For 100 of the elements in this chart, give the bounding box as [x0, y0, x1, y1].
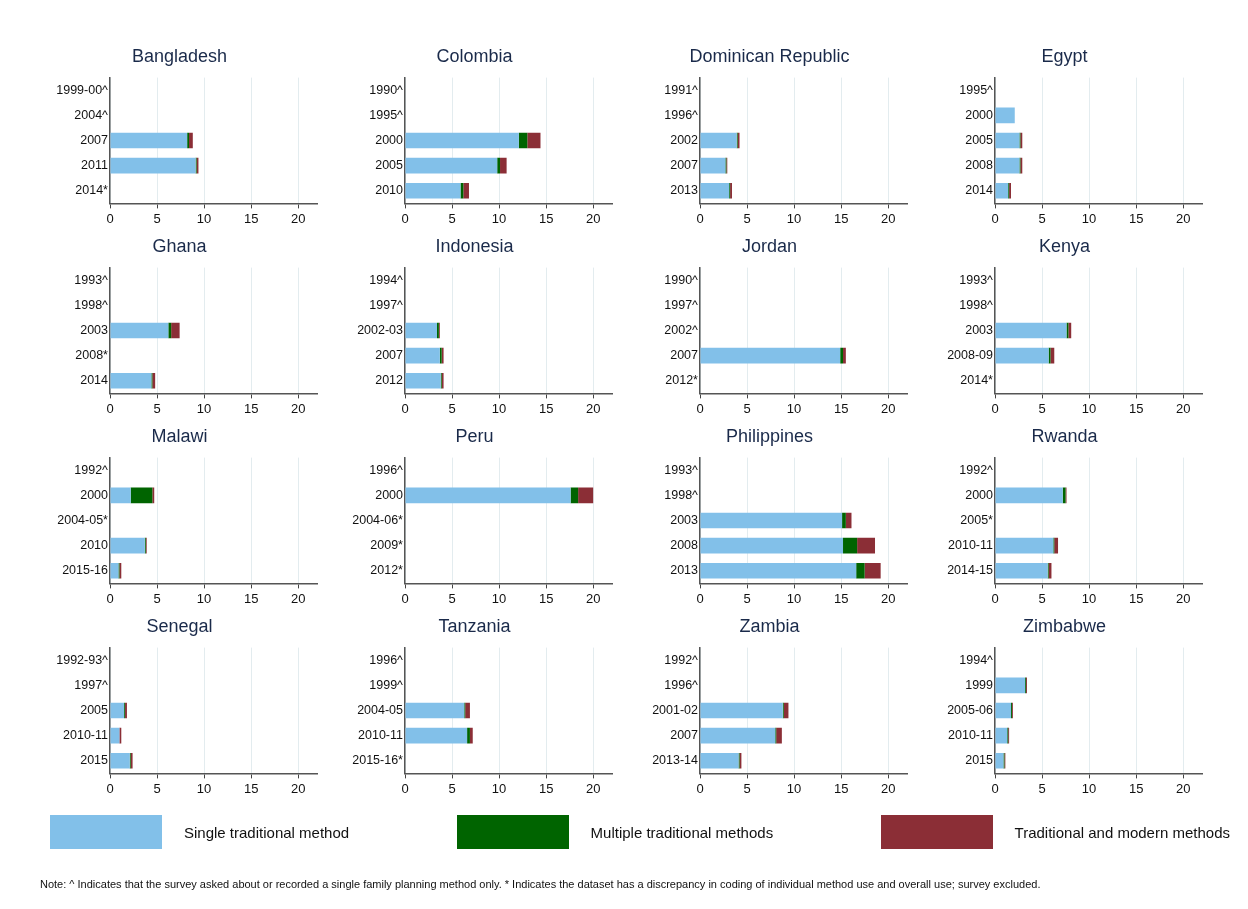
chart-title: Indonesia	[435, 235, 515, 256]
chart-title: Dominican Republic	[689, 45, 850, 66]
x-tick-label: 0	[696, 400, 704, 416]
y-tick-label: 2010-11	[948, 728, 994, 743]
x-tick-label: 10	[786, 590, 802, 606]
x-tick-label: 15	[538, 590, 554, 606]
x-tick-label: 15	[538, 210, 554, 226]
x-tick-label: 15	[833, 400, 849, 416]
x-tick-label: 10	[196, 780, 212, 796]
x-tick-label: 5	[153, 780, 161, 796]
y-tick-label: 1992^	[74, 462, 109, 477]
x-tick-label: 20	[1175, 590, 1191, 606]
x-tick-label: 20	[585, 590, 601, 606]
chart-title: Egypt	[1041, 45, 1088, 66]
y-tick-label: 2011	[81, 158, 109, 173]
y-tick-label: 2001-02	[652, 702, 699, 717]
y-tick-label: 1996^	[664, 107, 699, 122]
y-tick-label: 2008	[965, 158, 994, 173]
y-tick-label: 1994^	[369, 272, 404, 287]
x-tick-label: 20	[290, 780, 306, 796]
y-tick-label: 2000	[375, 487, 404, 502]
y-tick-label: 1996^	[369, 652, 404, 667]
x-tick-label: 20	[585, 780, 601, 796]
x-tick-label: 0	[696, 780, 704, 796]
x-tick-label: 0	[991, 780, 999, 796]
y-tick-label: 1990^	[369, 82, 404, 97]
y-tick-label: 1992^	[664, 652, 699, 667]
x-tick-label: 10	[196, 400, 212, 416]
y-tick-label: 2014	[965, 183, 994, 198]
y-tick-label: 2000	[80, 487, 109, 502]
y-tick-label: 2004-05*	[57, 512, 109, 527]
x-tick-label: 0	[696, 590, 704, 606]
x-tick-label: 5	[153, 400, 161, 416]
x-tick-label: 5	[743, 210, 751, 226]
y-tick-label: 1997^	[664, 297, 699, 312]
text: Note: ^ Indicates that the survey asked about or recorded a single family planning method only. * Indicates the dataset has a discrepancy in coding of individual method use and overall use; survey excluded.	[40, 878, 1042, 890]
y-tick-label: 2004-06*	[352, 512, 404, 527]
x-tick-label: 10	[1081, 780, 1097, 796]
chart-title: Ghana	[152, 235, 208, 256]
chart-title: Colombia	[436, 45, 514, 66]
x-tick-label: 15	[243, 210, 259, 226]
y-tick-label: 2015	[80, 753, 109, 768]
y-tick-label: 2015-16	[62, 563, 109, 578]
y-tick-label: 2007	[670, 348, 699, 363]
x-tick-label: 5	[743, 400, 751, 416]
y-tick-label: 1996^	[369, 462, 404, 477]
y-tick-label: 1993^	[74, 272, 109, 287]
y-tick-label: 2010-11	[358, 728, 404, 743]
x-tick-label: 5	[448, 780, 456, 796]
y-tick-label: 2014-15	[947, 563, 994, 578]
y-tick-label: 2004^	[74, 107, 109, 122]
x-tick-label: 20	[880, 590, 896, 606]
x-tick-label: 0	[106, 780, 114, 796]
x-tick-label: 20	[1175, 400, 1191, 416]
x-tick-label: 10	[491, 400, 507, 416]
x-tick-label: 20	[880, 780, 896, 796]
y-tick-label: 2005	[965, 132, 994, 147]
text: Traditional and modern methods	[1014, 823, 1230, 841]
x-tick-label: 5	[743, 590, 751, 606]
y-tick-label: 1992^	[959, 462, 994, 477]
chart-title: Senegal	[146, 615, 213, 636]
x-tick-label: 5	[448, 400, 456, 416]
y-tick-label: 2014	[80, 373, 109, 388]
y-tick-label: 1998^	[664, 487, 699, 502]
y-tick-label: 2002	[670, 132, 699, 147]
x-tick-label: 10	[786, 400, 802, 416]
y-tick-label: 2008	[670, 538, 699, 553]
x-tick-label: 20	[585, 400, 601, 416]
x-tick-label: 10	[196, 210, 212, 226]
x-tick-label: 0	[991, 400, 999, 416]
chart-title: Kenya	[1038, 235, 1091, 256]
y-tick-label: 2003	[670, 512, 699, 527]
y-tick-label: 2005*	[960, 512, 994, 527]
x-tick-label: 15	[1128, 400, 1144, 416]
y-tick-label: 2012*	[665, 373, 699, 388]
y-tick-label: 1995^	[959, 82, 994, 97]
x-tick-label: 15	[833, 210, 849, 226]
y-tick-label: 1993^	[664, 462, 699, 477]
chart-title: Malawi	[151, 425, 208, 446]
y-tick-label: 2007	[670, 158, 699, 173]
chart-title: Philippines	[725, 425, 814, 446]
y-tick-label: 2007	[375, 348, 404, 363]
y-tick-label: 1996^	[664, 677, 699, 692]
y-tick-label: 2003	[965, 322, 994, 337]
y-tick-label: 2000	[375, 132, 404, 147]
x-tick-label: 10	[491, 780, 507, 796]
y-tick-label: 1993^	[959, 272, 994, 287]
x-tick-label: 5	[1038, 780, 1046, 796]
x-tick-label: 15	[1128, 590, 1144, 606]
y-tick-label: 1999	[965, 677, 994, 692]
y-tick-label: 1998^	[959, 297, 994, 312]
y-tick-label: 2007	[670, 728, 699, 743]
y-tick-label: 2012	[375, 373, 404, 388]
y-tick-label: 2008-09	[947, 348, 994, 363]
x-tick-label: 0	[401, 210, 409, 226]
y-tick-label: 2005-06	[947, 702, 994, 717]
y-tick-label: 2012*	[370, 563, 404, 578]
x-tick-label: 15	[243, 400, 259, 416]
x-tick-label: 20	[1175, 780, 1191, 796]
y-tick-label: 2005	[375, 158, 404, 173]
